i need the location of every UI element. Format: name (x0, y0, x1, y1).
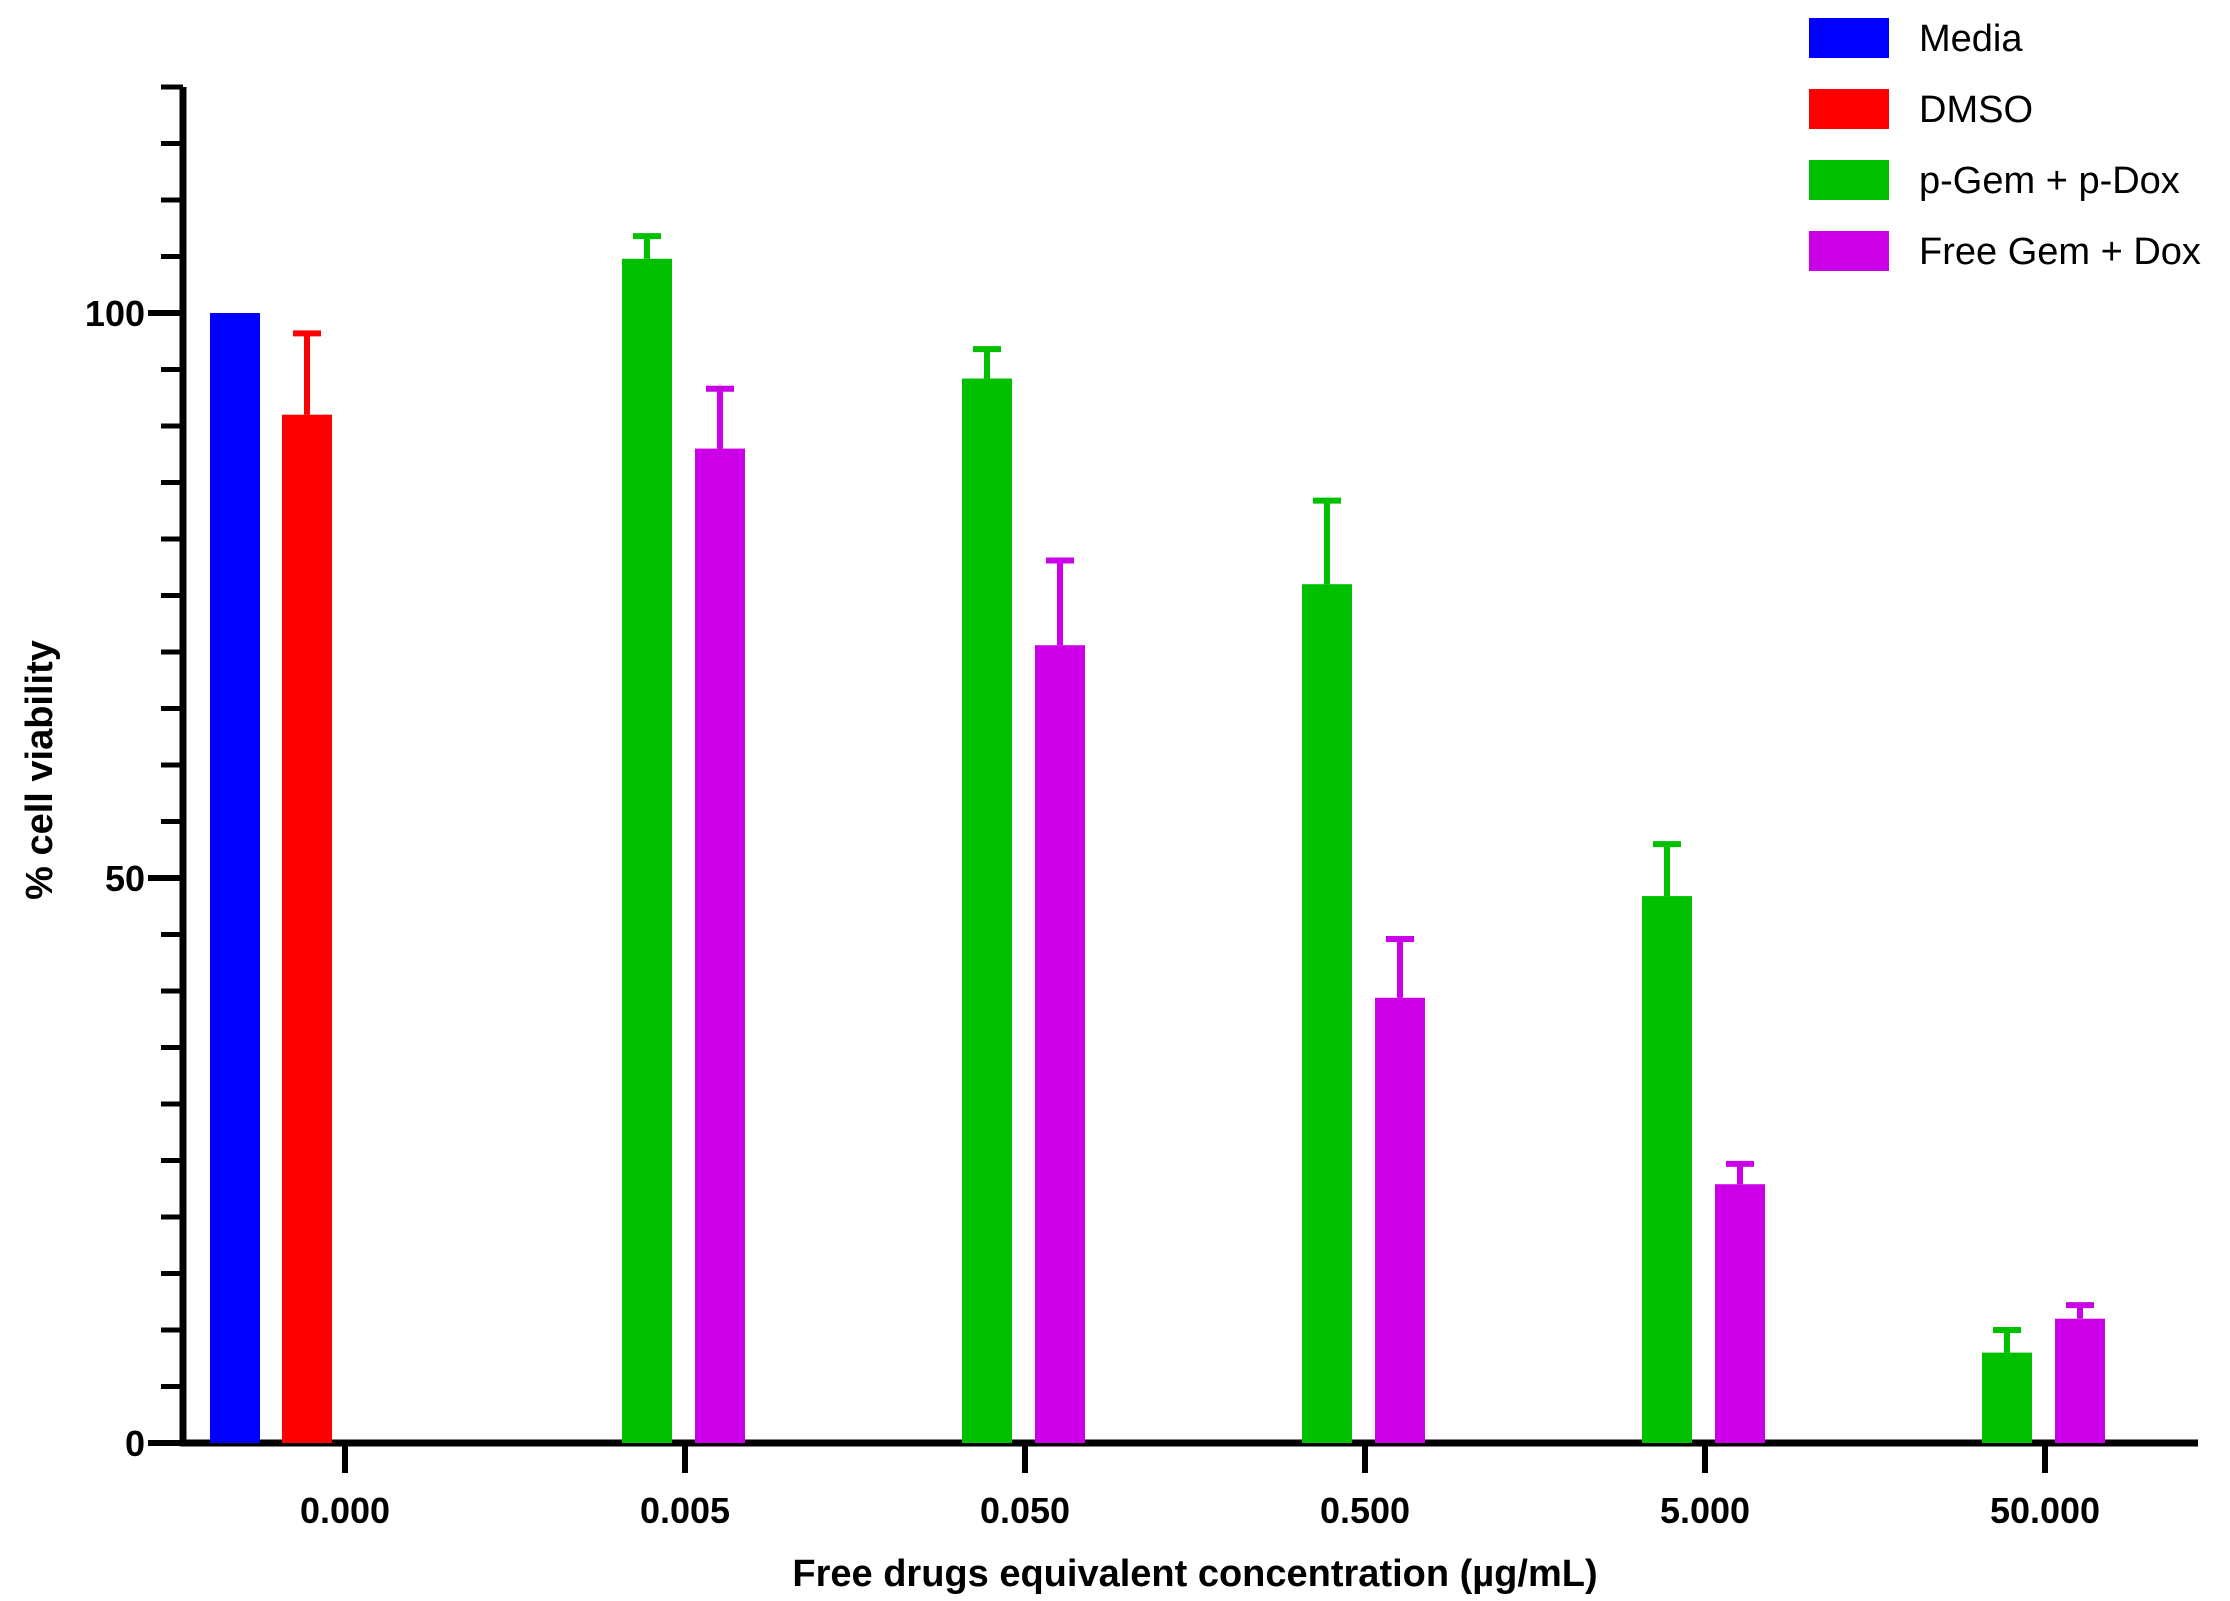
y-axis-label: % cell viability (19, 640, 61, 900)
x-axis-label: Free drugs equivalent concentration (µg/… (792, 1553, 1597, 1595)
bar-p-gem-p-dox (1302, 584, 1352, 1443)
x-tick-label: 0.050 (980, 1490, 1070, 1531)
bar-dmso (282, 414, 332, 1444)
legend-swatch (1809, 89, 1889, 129)
bars (210, 233, 2105, 1444)
legend: Media DMSO p-Gem + p-Dox Free Gem + Dox (1809, 18, 2201, 273)
bar-media (210, 313, 260, 1443)
bar-p-gem-p-dox (1642, 896, 1692, 1443)
y-tick-label: 0 (125, 1423, 145, 1464)
legend-label: DMSO (1919, 89, 2033, 131)
bar-free-gem-dox (695, 448, 745, 1444)
x-axis: 0.000 0.005 0.050 0.500 5.000 50.000 (180, 1439, 2198, 1531)
legend-swatch (1809, 231, 1889, 271)
bar-p-gem-p-dox (1982, 1352, 2032, 1443)
y-tick-label: 100 (85, 293, 145, 334)
bar-free-gem-dox (1035, 645, 1085, 1443)
bar-p-gem-p-dox (622, 258, 672, 1443)
x-tick-label: 50.000 (1990, 1490, 2100, 1531)
legend-swatch (1809, 18, 1889, 58)
bar-free-gem-dox (1375, 997, 1425, 1443)
bar-free-gem-dox (1715, 1184, 1765, 1443)
y-tick-label: 50 (105, 858, 145, 899)
y-axis: 0 50 100 (85, 84, 187, 1464)
legend-swatch (1809, 160, 1889, 200)
bar-p-gem-p-dox (962, 378, 1012, 1443)
legend-label: Free Gem + Dox (1919, 231, 2201, 273)
legend-label: p-Gem + p-Dox (1919, 160, 2180, 202)
x-tick-label: 0.005 (640, 1490, 730, 1531)
x-tick-label: 5.000 (1660, 1490, 1750, 1531)
bar-free-gem-dox (2055, 1318, 2105, 1443)
x-tick-label: 0.000 (300, 1490, 390, 1531)
x-tick-label: 0.500 (1320, 1490, 1410, 1531)
legend-label: Media (1919, 18, 2023, 60)
